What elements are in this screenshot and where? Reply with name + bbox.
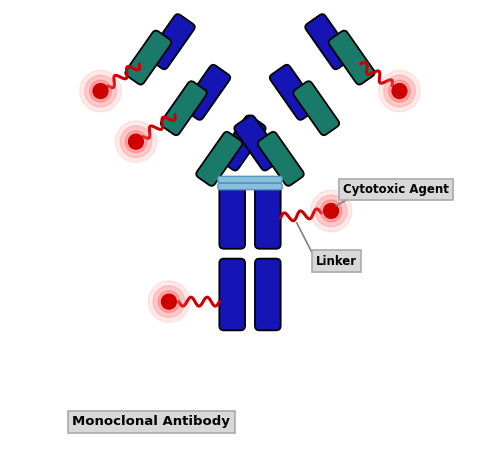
Circle shape	[310, 190, 352, 231]
Circle shape	[80, 70, 122, 112]
FancyBboxPatch shape	[147, 14, 195, 69]
FancyBboxPatch shape	[218, 176, 282, 183]
FancyBboxPatch shape	[220, 187, 245, 249]
FancyBboxPatch shape	[255, 187, 280, 249]
Circle shape	[316, 195, 347, 227]
FancyBboxPatch shape	[255, 259, 280, 330]
Text: Linker: Linker	[316, 255, 357, 268]
FancyBboxPatch shape	[293, 81, 339, 135]
FancyBboxPatch shape	[218, 183, 282, 190]
FancyBboxPatch shape	[220, 259, 245, 330]
Circle shape	[378, 70, 420, 112]
Circle shape	[120, 126, 152, 158]
Circle shape	[125, 131, 147, 153]
Text: Monoclonal Antibody: Monoclonal Antibody	[72, 415, 230, 428]
Circle shape	[128, 134, 144, 149]
Circle shape	[162, 294, 176, 309]
Circle shape	[388, 80, 410, 102]
FancyBboxPatch shape	[305, 14, 353, 69]
Text: Cytotoxic Agent: Cytotoxic Agent	[343, 183, 449, 196]
FancyBboxPatch shape	[234, 116, 282, 170]
Circle shape	[158, 291, 180, 313]
Circle shape	[115, 121, 156, 163]
Circle shape	[93, 84, 108, 98]
Circle shape	[320, 200, 342, 222]
FancyBboxPatch shape	[270, 65, 318, 120]
FancyBboxPatch shape	[196, 132, 242, 186]
Circle shape	[84, 75, 116, 107]
Circle shape	[392, 84, 407, 98]
FancyBboxPatch shape	[218, 116, 266, 170]
Circle shape	[90, 80, 112, 102]
FancyBboxPatch shape	[258, 132, 304, 186]
FancyBboxPatch shape	[161, 81, 207, 135]
FancyBboxPatch shape	[182, 65, 230, 120]
FancyBboxPatch shape	[126, 30, 172, 85]
Circle shape	[384, 75, 416, 107]
Circle shape	[153, 286, 184, 318]
FancyBboxPatch shape	[328, 30, 374, 85]
Circle shape	[148, 281, 190, 323]
Circle shape	[324, 203, 338, 218]
